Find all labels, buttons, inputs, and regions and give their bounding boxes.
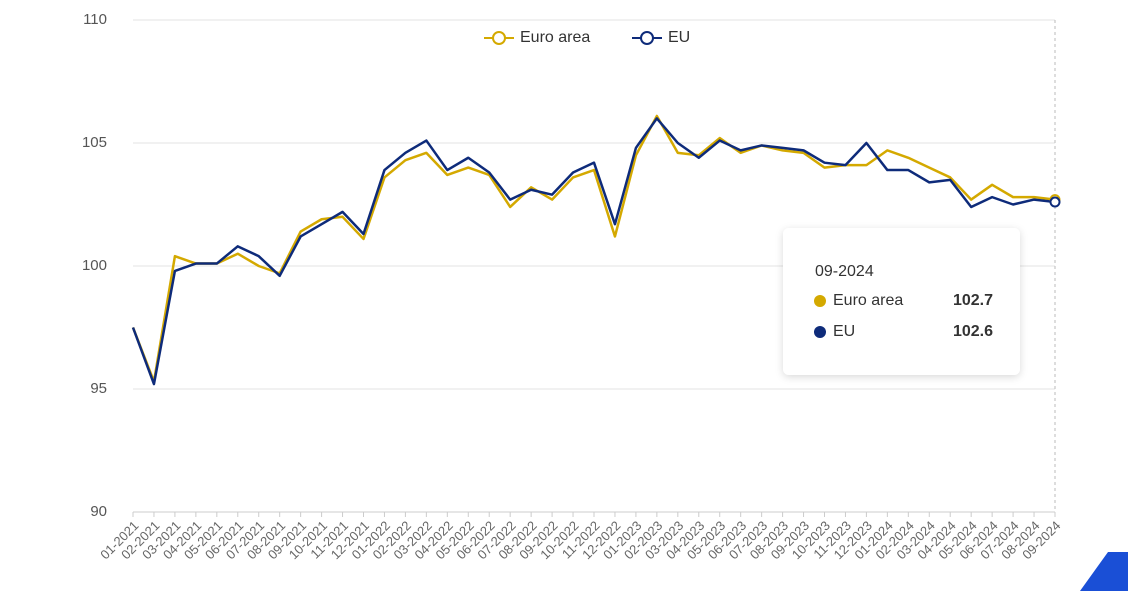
y-tick-label: 105 xyxy=(82,134,107,151)
tooltip: 09-2024 Euro area 102.7 EU 102.6 xyxy=(783,228,1020,375)
tooltip-date: 09-2024 xyxy=(815,263,874,280)
legend[interactable]: Euro area EU xyxy=(484,29,690,46)
tooltip-series: Euro area xyxy=(833,292,903,309)
tooltip-series: EU xyxy=(833,323,855,340)
tooltip-dot xyxy=(814,295,826,307)
tooltip-box xyxy=(783,228,1020,375)
legend-label[interactable]: Euro area xyxy=(520,29,590,46)
y-tick-label: 95 xyxy=(90,380,107,397)
point-marker xyxy=(1049,196,1061,208)
legend-label[interactable]: EU xyxy=(668,29,690,46)
y-tick-label: 90 xyxy=(90,503,107,520)
legend-icon xyxy=(492,31,506,45)
y-tick-label: 100 xyxy=(82,257,107,274)
corner-decoration xyxy=(1080,552,1128,591)
legend-icon xyxy=(640,31,654,45)
series-line xyxy=(131,117,1056,386)
series-line xyxy=(131,114,1056,383)
tooltip-value: 102.6 xyxy=(953,323,993,340)
lines xyxy=(131,114,1061,386)
tooltip-value: 102.7 xyxy=(953,292,993,309)
tooltip-dot xyxy=(814,326,826,338)
y-tick-label: 110 xyxy=(83,11,107,28)
